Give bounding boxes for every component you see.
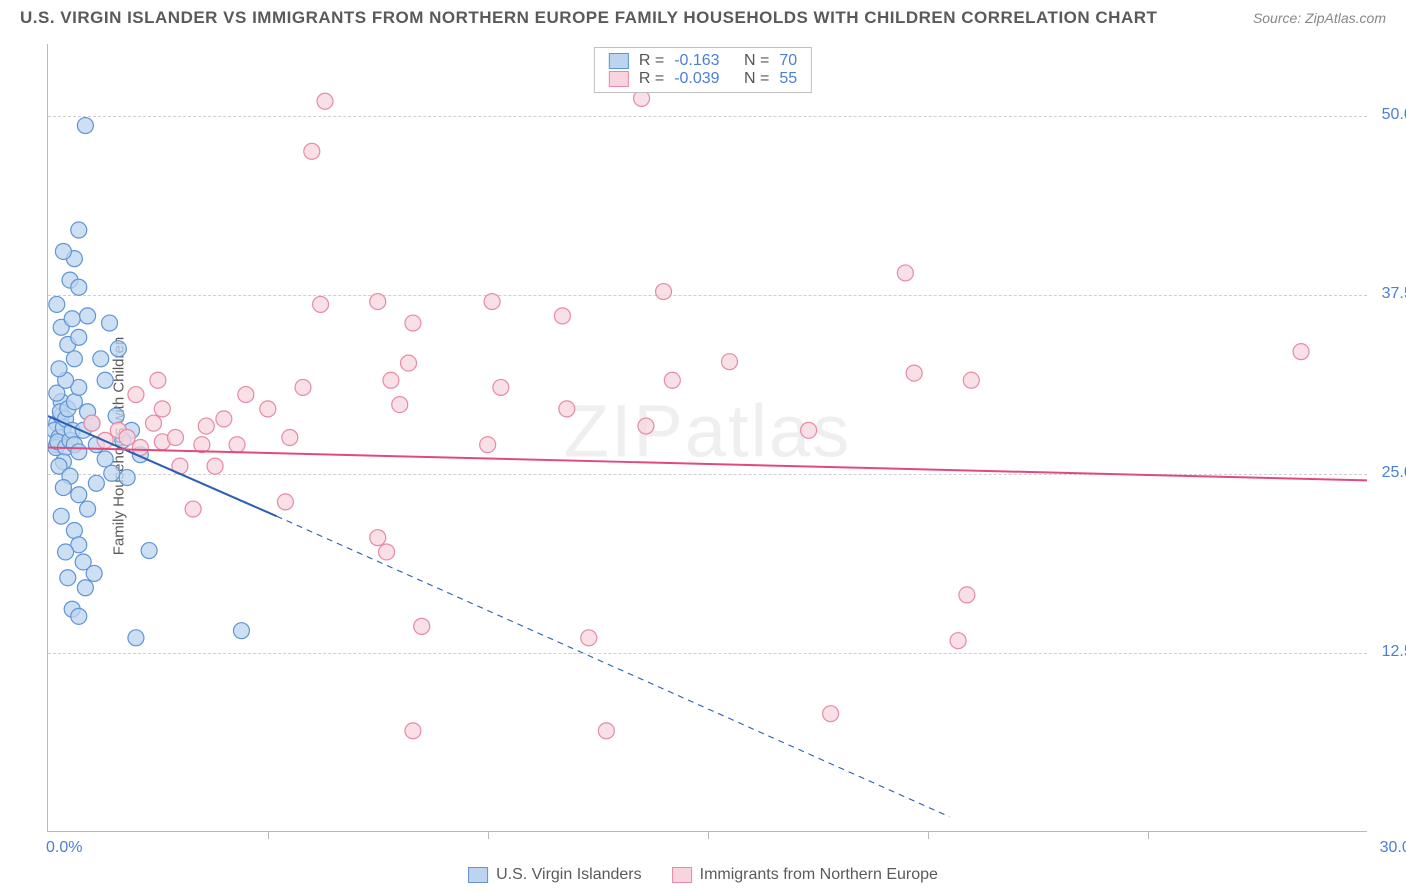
n-label: N = (744, 70, 769, 88)
r-value-series-2: -0.039 (674, 70, 719, 88)
y-tick-label: 37.5% (1382, 285, 1406, 303)
y-tick-label: 50.0% (1382, 106, 1406, 124)
r-label: R = (639, 70, 664, 88)
legend-label-series-1: U.S. Virgin Islanders (496, 866, 642, 884)
stats-legend: R = -0.163 N = 70 R = -0.039 N = 55 (594, 47, 812, 93)
legend-item-series-1: U.S. Virgin Islanders (468, 866, 642, 884)
swatch-series-1 (468, 867, 488, 883)
stats-row-series-2: R = -0.039 N = 55 (609, 70, 797, 88)
r-label: R = (639, 52, 664, 70)
legend-label-series-2: Immigrants from Northern Europe (700, 866, 938, 884)
y-tick-label: 12.5% (1382, 643, 1406, 661)
scatter-plot (48, 44, 1367, 831)
chart-area: ZIPatlas 12.5%25.0%37.5%50.0%0.0%30.0% (47, 44, 1367, 832)
n-value-series-1: 70 (779, 52, 797, 70)
x-tick-label: 0.0% (46, 839, 82, 857)
r-value-series-1: -0.163 (674, 52, 719, 70)
y-tick-label: 25.0% (1382, 464, 1406, 482)
chart-source: Source: ZipAtlas.com (1253, 10, 1386, 26)
x-tick-label: 30.0% (1380, 839, 1406, 857)
swatch-series-2 (672, 867, 692, 883)
n-label: N = (744, 52, 769, 70)
chart-title: U.S. VIRGIN ISLANDER VS IMMIGRANTS FROM … (20, 8, 1157, 28)
n-value-series-2: 55 (779, 70, 797, 88)
legend-item-series-2: Immigrants from Northern Europe (672, 866, 938, 884)
swatch-series-2 (609, 71, 629, 87)
swatch-series-1 (609, 53, 629, 69)
bottom-legend: U.S. Virgin Islanders Immigrants from No… (468, 866, 938, 884)
stats-row-series-1: R = -0.163 N = 70 (609, 52, 797, 70)
